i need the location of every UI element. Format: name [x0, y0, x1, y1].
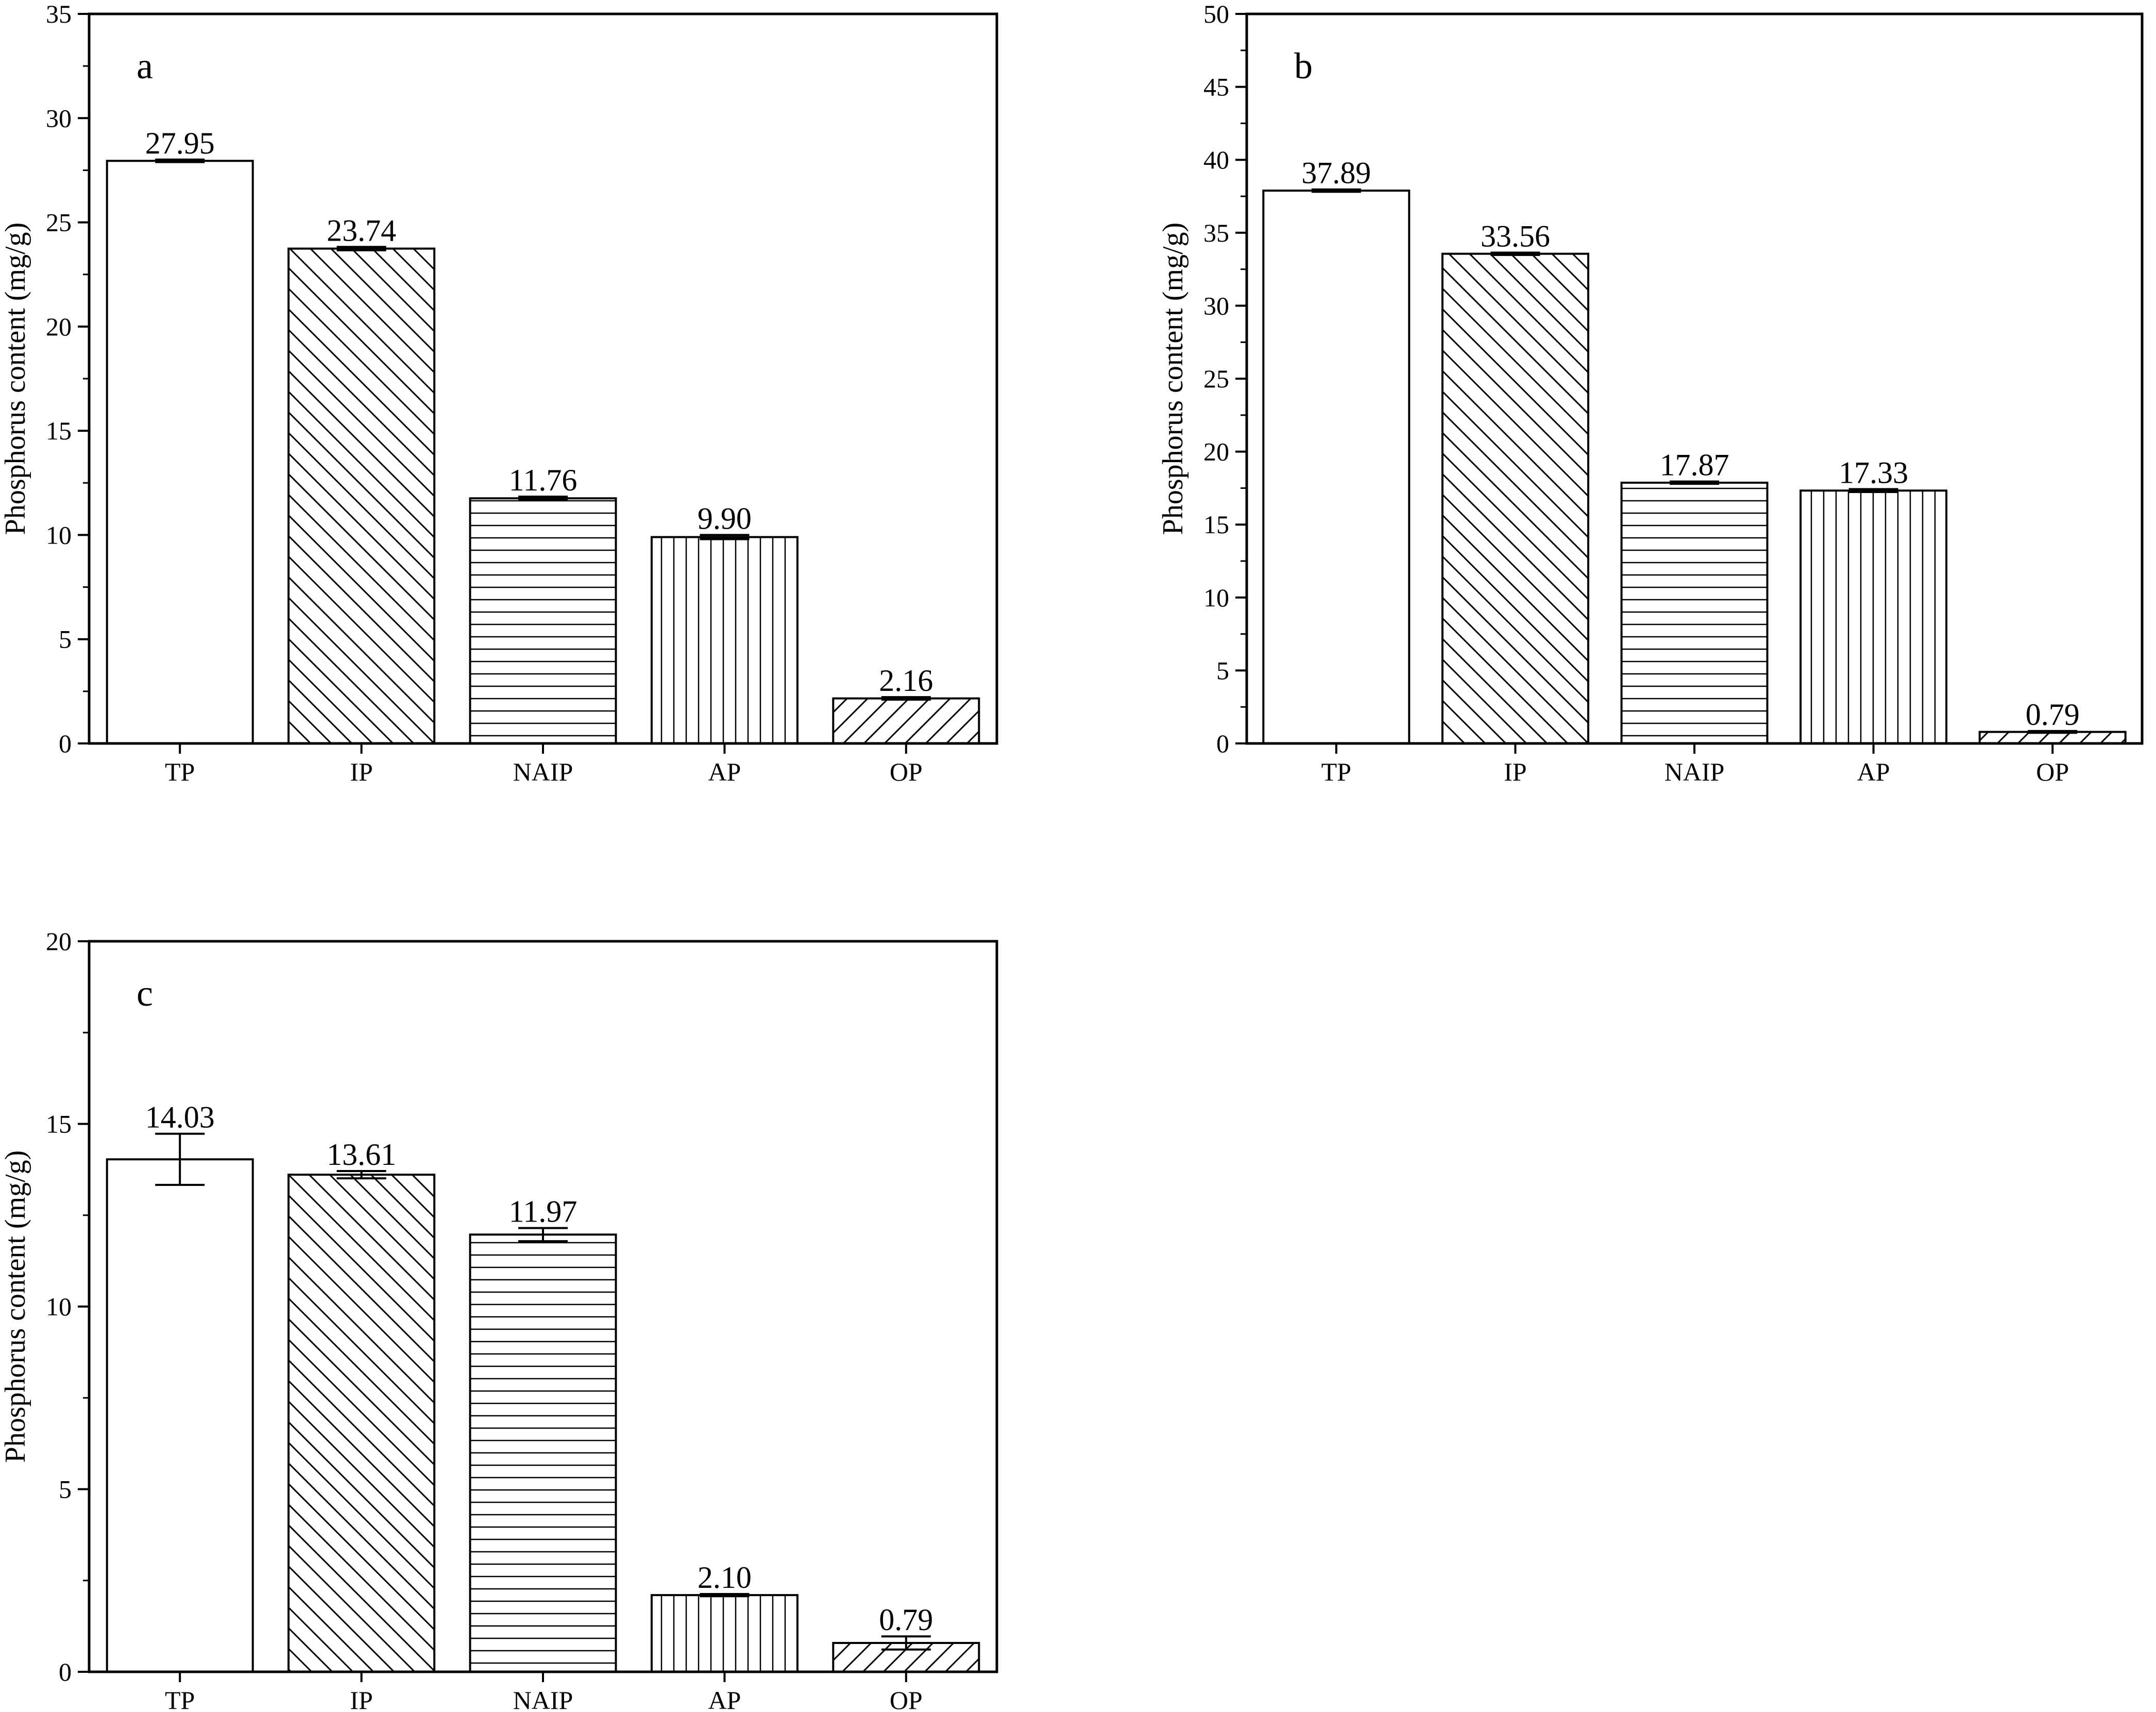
bar-naip — [1620, 481, 1769, 744]
y-tick-label: 5 — [59, 1475, 72, 1504]
value-label: 17.33 — [1839, 455, 1908, 489]
x-tick-label: OP — [890, 757, 923, 786]
y-tick-label: 0 — [1216, 729, 1229, 758]
x-tick-label: AP — [1857, 757, 1890, 786]
y-tick-label: 20 — [1203, 437, 1229, 466]
value-label: 23.74 — [327, 213, 396, 247]
bar-tp — [106, 1158, 254, 1673]
bar-naip — [469, 1233, 617, 1673]
y-axis-label: Phosphorus content (mg/g) — [0, 1150, 31, 1463]
error-bar — [1311, 188, 1361, 193]
value-label: 0.79 — [2026, 698, 2080, 732]
panel-label: c — [137, 973, 153, 1014]
x-tick-label: TP — [165, 757, 195, 786]
y-tick-label: 0 — [59, 729, 72, 758]
value-label: 11.97 — [509, 1195, 578, 1229]
value-label: 14.03 — [145, 1100, 215, 1134]
bar-naip — [469, 497, 617, 744]
y-tick-label: 15 — [46, 1110, 72, 1139]
x-tick-label: OP — [890, 1686, 923, 1712]
x-tick-label: NAIP — [513, 1686, 573, 1712]
value-label: 2.16 — [879, 664, 933, 698]
error-bar — [2028, 730, 2078, 734]
bar-ip — [287, 247, 436, 744]
y-tick-label: 25 — [46, 208, 72, 237]
error-bar — [518, 495, 568, 501]
y-tick-label: 20 — [46, 312, 72, 341]
error-bar — [336, 1169, 386, 1180]
x-tick-label: IP — [350, 1686, 372, 1712]
error-bar — [518, 1227, 568, 1243]
y-tick-label: 25 — [1203, 364, 1229, 393]
value-label: 37.89 — [1301, 156, 1371, 190]
x-tick-label: TP — [1321, 757, 1351, 786]
error-bar — [700, 1592, 750, 1598]
value-label: 0.79 — [879, 1603, 933, 1637]
y-tick-label: 5 — [59, 625, 72, 654]
y-axis-label: Phosphorus content (mg/g) — [1157, 223, 1189, 535]
x-tick-label: NAIP — [1665, 757, 1725, 786]
panel-b: 0 5 10 15 20 25 30 35 40 45 50 Phosphorus content (… — [1157, 0, 2144, 786]
x-tick-label: AP — [708, 1686, 741, 1712]
value-label: 17.87 — [1660, 448, 1729, 482]
bar-ap — [1800, 489, 1948, 745]
value-label: 13.61 — [327, 1138, 396, 1172]
bar-op — [832, 697, 980, 744]
plot-frame — [1245, 12, 2144, 745]
error-bar — [155, 158, 205, 163]
y-tick-label: 0 — [59, 1657, 72, 1686]
y-axis-label: Phosphorus content (mg/g) — [0, 223, 31, 535]
y-tick-label: 30 — [46, 104, 72, 132]
bar-ap — [650, 1594, 799, 1673]
error-bar — [1670, 480, 1719, 485]
y-tick-label: 30 — [1203, 291, 1229, 320]
y-tick-label: 10 — [1203, 583, 1229, 612]
y-tick-label: 35 — [46, 0, 72, 28]
y-tick-label: 35 — [1203, 218, 1229, 247]
bar-ap — [650, 536, 799, 744]
value-label: 11.76 — [509, 463, 578, 497]
y-tick-label: 20 — [46, 927, 72, 956]
value-label: 2.10 — [698, 1561, 752, 1595]
y-tick-label: 15 — [1203, 510, 1229, 539]
x-tick-label: IP — [1504, 757, 1526, 786]
x-tick-label: AP — [708, 757, 741, 786]
plot-frame — [88, 940, 998, 1673]
plot-frame — [88, 12, 998, 745]
error-bar — [881, 696, 931, 701]
y-tick-label: 40 — [1203, 145, 1229, 174]
y-tick-label: 5 — [1216, 656, 1229, 685]
bar-ip — [287, 1174, 436, 1673]
error-bar — [155, 1132, 205, 1186]
panel-c: 0 5 10 15 20 Phosphorus content (mg/g) c 14.03 T… — [0, 927, 998, 1712]
value-label: 9.90 — [698, 501, 752, 535]
panel-label: b — [1294, 45, 1313, 87]
panel-label: a — [137, 45, 153, 87]
x-tick-label: OP — [2036, 757, 2069, 786]
x-tick-label: IP — [350, 757, 372, 786]
bar-tp — [106, 160, 254, 744]
y-tick-label: 10 — [46, 520, 72, 549]
panel-a: 0 5 10 15 20 25 30 35 Phosphorus content (mg/g) a… — [0, 0, 998, 786]
y-tick-label: 50 — [1203, 0, 1229, 28]
error-bar — [881, 1635, 931, 1651]
error-bar — [700, 534, 750, 540]
x-tick-label: TP — [165, 1686, 195, 1712]
error-bar — [1848, 488, 1898, 494]
x-tick-label: NAIP — [513, 757, 573, 786]
y-tick-label: 10 — [46, 1292, 72, 1321]
bar-tp — [1262, 189, 1411, 744]
bar-ip — [1441, 252, 1589, 744]
value-label: 27.95 — [145, 126, 215, 160]
y-tick-label: 45 — [1203, 73, 1229, 101]
error-bar — [336, 246, 386, 251]
y-tick-label: 15 — [46, 416, 72, 445]
error-bar — [1490, 251, 1540, 256]
value-label: 33.56 — [1481, 219, 1550, 253]
